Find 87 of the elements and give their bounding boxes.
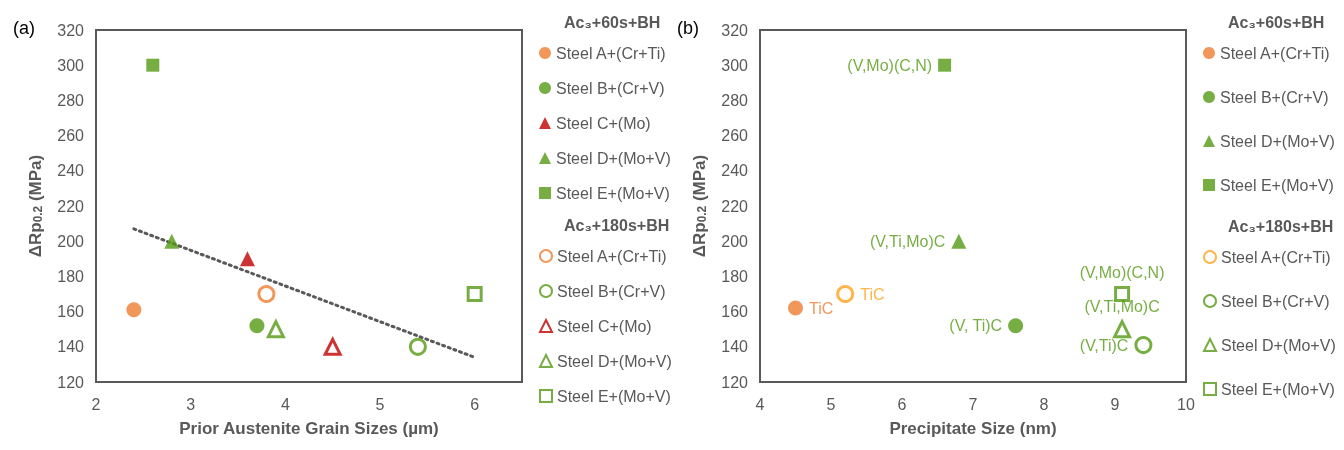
y-tick-label: 320 [57, 21, 85, 39]
legend-label: Steel E+(Mo+V) [1221, 380, 1335, 398]
x-tick-label: 8 [1039, 395, 1049, 413]
legend-label: Steel D+(Mo+V) [557, 352, 672, 370]
x-tick-label: 7 [968, 395, 978, 413]
legend-label: Steel A+(Cr+Ti) [557, 247, 667, 265]
data-label: (V,Mo)(C,N) [847, 56, 933, 74]
y-tick-label: 140 [721, 338, 749, 356]
x-tick-label: 6 [470, 395, 480, 413]
legend-label: Steel D+(Mo+V) [1220, 132, 1335, 150]
data-label: TiC [860, 285, 885, 303]
y-tick-label: 120 [721, 373, 749, 391]
legend-label: Steel A+(Cr+Ti) [1220, 44, 1330, 62]
data-label: (V,Ti,Mo)C [1084, 297, 1160, 315]
y-tick-label: 180 [721, 267, 749, 285]
legend-label: Steel D+(Mo+V) [1221, 336, 1336, 354]
point [164, 233, 180, 249]
y-tick-label: 260 [721, 127, 749, 145]
y-tick-label: 120 [57, 373, 85, 391]
point [938, 58, 952, 72]
point [1134, 336, 1153, 355]
y-axis-title: ΔRp0.2 (MPa) [689, 154, 709, 258]
x-tick-label: 3 [186, 395, 196, 413]
point [466, 286, 483, 302]
legend-label: Steel B+(Cr+V) [557, 282, 666, 300]
legend-label: Steel E+(Mo+V) [557, 387, 671, 405]
y-tick-label: 140 [57, 338, 85, 356]
x-tick-label: 9 [1110, 395, 1120, 413]
x-tick-label: 4 [755, 395, 765, 413]
point [257, 285, 276, 303]
x-tick-label: 4 [280, 395, 290, 413]
point [239, 251, 255, 267]
legend-label: Steel C+(Mo) [557, 317, 652, 335]
point [323, 337, 342, 356]
y-tick-label: 240 [721, 162, 749, 180]
point [249, 318, 265, 334]
y-tick-label: 300 [721, 56, 749, 74]
y-tick-label: 160 [57, 303, 85, 321]
chart-title: (a) [13, 18, 35, 38]
text: Ac₃+60s+BH [1228, 13, 1325, 31]
legend-label: Steel A+(Cr+Ti) [556, 44, 666, 62]
point [1008, 318, 1024, 334]
legend-label: Steel C+(Mo) [556, 114, 651, 132]
legend-label: Steel B+(Cr+V) [1221, 292, 1330, 310]
point [146, 58, 160, 72]
point [836, 285, 855, 303]
y-tick-label: 240 [57, 162, 85, 180]
x-axis-title: Precipitate Size (nm) [889, 419, 1057, 438]
x-tick-label: 5 [826, 395, 836, 413]
legend-label: Steel B+(Cr+V) [1220, 88, 1329, 106]
x-tick-label: 6 [897, 395, 907, 413]
y-tick-label: 160 [721, 303, 749, 321]
x-axis-title: Prior Austenite Grain Sizes (µm) [179, 419, 439, 438]
legend-label: Steel E+(Mo+V) [556, 184, 670, 202]
data-label: (V,Ti,Mo)C [870, 232, 946, 250]
y-tick-label: 200 [57, 232, 85, 250]
point [951, 233, 967, 249]
data-label: (V, Ti)C [949, 317, 1003, 335]
text: Ac₃+180s+BH [564, 216, 670, 234]
y-tick-label: 280 [721, 91, 749, 109]
y-tick-label: 260 [57, 127, 85, 145]
y-tick-label: 300 [57, 56, 85, 74]
x-tick-label: 10 [1177, 395, 1195, 413]
text: Ac₃+180s+BH [1228, 217, 1334, 235]
y-tick-label: 220 [721, 197, 749, 215]
y-tick-label: 200 [721, 232, 749, 250]
data-label: (V,Mo)(C,N) [1079, 263, 1165, 281]
text: Ac₃+60s+BH [564, 13, 661, 31]
data-label: (V,Ti)C [1079, 336, 1129, 354]
legend-label: Steel E+(Mo+V) [1220, 176, 1334, 194]
y-axis-title: ΔRp0.2 (MPa) [25, 154, 45, 258]
y-tick-label: 320 [721, 21, 749, 39]
legend-label: Steel B+(Cr+V) [556, 79, 665, 97]
data-label: TiC [809, 299, 834, 317]
point [266, 320, 285, 339]
point [788, 300, 803, 316]
chart-title: (b) [677, 18, 699, 38]
y-tick-label: 220 [57, 197, 85, 215]
legend-label: Steel A+(Cr+Ti) [1221, 248, 1331, 266]
point [408, 337, 427, 356]
x-tick-label: 2 [91, 395, 101, 413]
point [126, 302, 142, 318]
legend-label: Steel D+(Mo+V) [556, 149, 671, 167]
y-tick-label: 180 [57, 267, 85, 285]
point [1113, 320, 1132, 339]
x-tick-label: 5 [375, 395, 385, 413]
y-tick-label: 280 [57, 91, 85, 109]
